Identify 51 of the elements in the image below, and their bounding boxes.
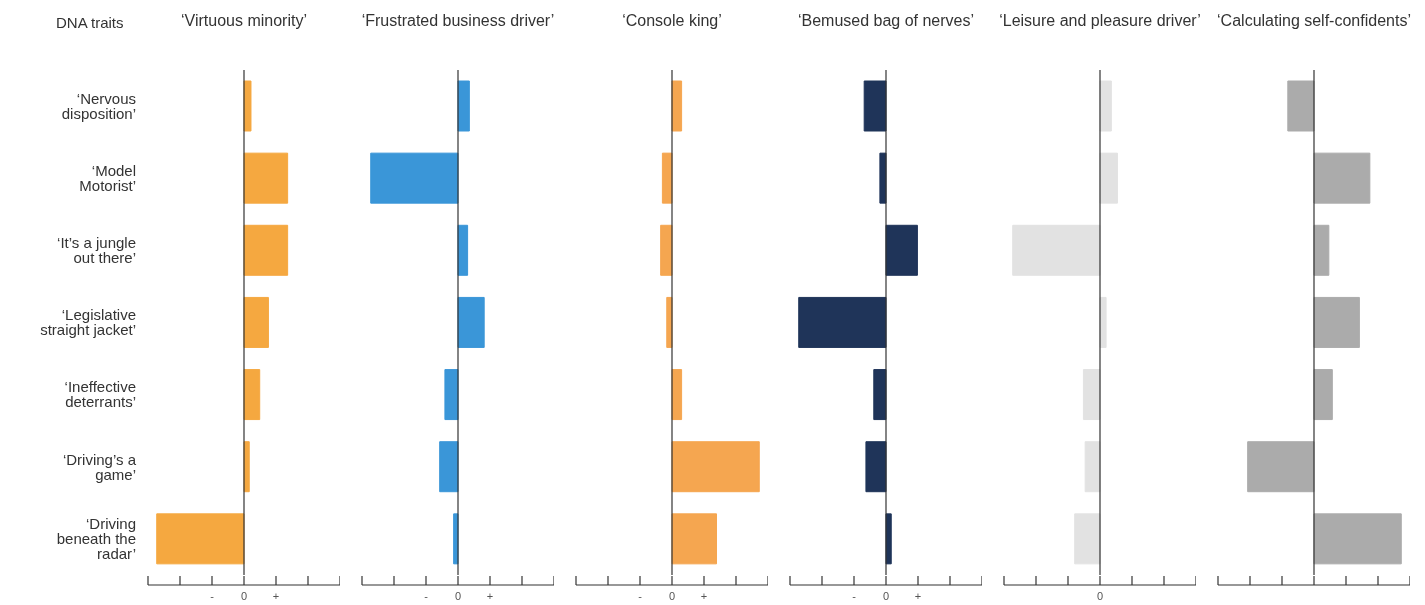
bar bbox=[1247, 441, 1315, 493]
text: 0 bbox=[240, 590, 248, 602]
bar bbox=[243, 369, 261, 421]
bar bbox=[1099, 80, 1112, 132]
bar bbox=[1099, 152, 1118, 204]
bar bbox=[243, 296, 269, 348]
chart-title: ‘Bemused bag of nerves’ bbox=[797, 12, 975, 29]
text: + bbox=[700, 590, 708, 602]
text: 0 bbox=[668, 590, 676, 602]
bar bbox=[1082, 369, 1101, 421]
bar bbox=[243, 152, 289, 204]
bar bbox=[1313, 369, 1333, 421]
bar bbox=[671, 513, 718, 565]
text: - bbox=[424, 590, 429, 602]
bar bbox=[444, 369, 459, 421]
bar bbox=[1313, 152, 1371, 204]
y-axis-title: DNA traits bbox=[56, 14, 124, 31]
bar bbox=[1287, 80, 1315, 132]
text: 0 bbox=[454, 590, 462, 602]
text: - bbox=[852, 590, 857, 602]
y-tick-label: ‘Model Motorist’ bbox=[79, 162, 136, 195]
y-tick-label: ‘Nervous disposition’ bbox=[61, 89, 136, 122]
bar bbox=[457, 80, 470, 132]
bar bbox=[243, 224, 289, 276]
chart-title: ‘Virtuous minority’ bbox=[180, 12, 308, 30]
bar bbox=[156, 513, 245, 565]
chart-title: ‘Calculating self-confidents’ bbox=[1217, 12, 1411, 29]
bar bbox=[370, 152, 459, 204]
text: + bbox=[272, 590, 280, 602]
chart-title: ‘Leisure and pleasure driver’ bbox=[998, 12, 1202, 30]
bar bbox=[457, 296, 485, 348]
y-tick-label: ‘Ineffective deterrants’ bbox=[64, 378, 136, 411]
bar bbox=[1313, 296, 1360, 348]
bar bbox=[671, 441, 760, 493]
bar bbox=[1012, 224, 1101, 276]
y-tick-label: ‘Driving’s a game’ bbox=[62, 450, 137, 483]
bar bbox=[439, 441, 459, 493]
y-tick-label: ‘It’s a jungle out there’ bbox=[57, 234, 136, 267]
text: + bbox=[486, 590, 494, 602]
chart-title: ‘Frustrated business driver’ bbox=[360, 12, 556, 30]
text: 0 bbox=[1096, 590, 1104, 602]
text: 0 bbox=[882, 590, 890, 602]
y-tick-label: ‘Legislative straight jacket’ bbox=[40, 306, 136, 339]
y-tick-label: ‘Driving beneath the radar’ bbox=[56, 515, 136, 563]
chart-title: ‘Console king’ bbox=[621, 12, 723, 30]
bar bbox=[1313, 513, 1402, 565]
bar bbox=[243, 80, 252, 132]
text: + bbox=[914, 590, 922, 602]
text: - bbox=[638, 590, 643, 602]
text: - bbox=[210, 590, 215, 602]
bar bbox=[1074, 513, 1101, 565]
